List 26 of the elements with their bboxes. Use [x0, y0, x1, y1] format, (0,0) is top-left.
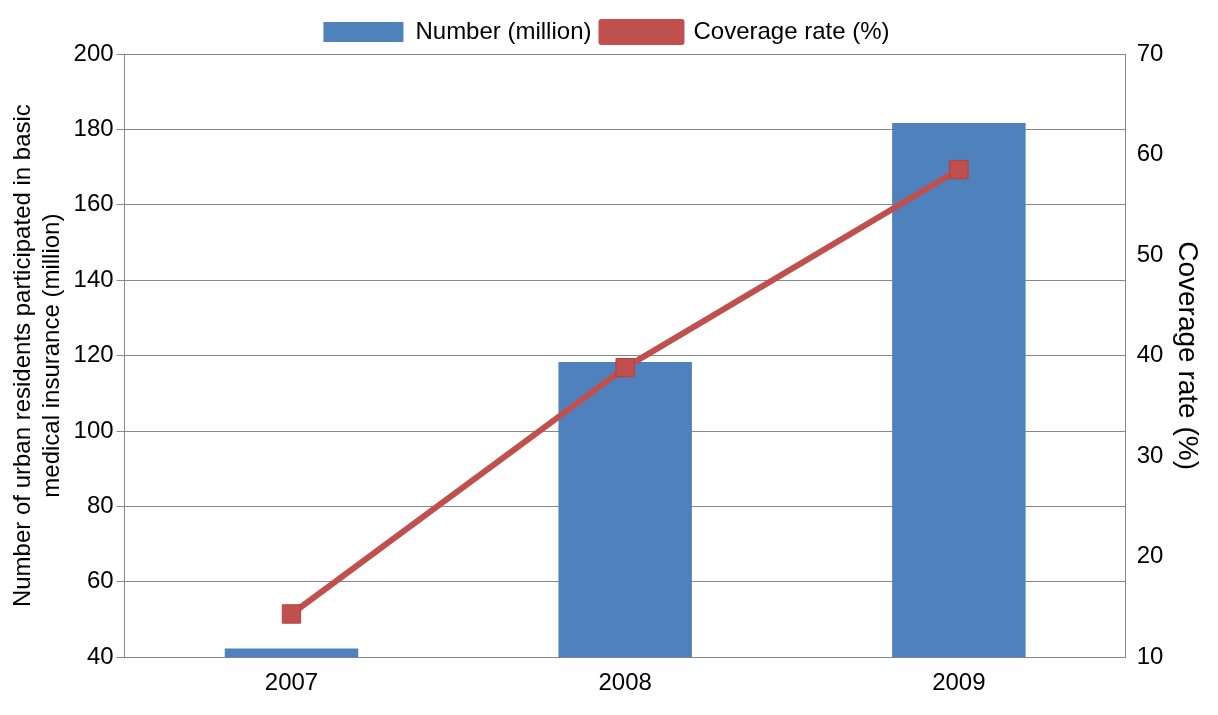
- y-tick-label: 180: [73, 114, 114, 142]
- y-tick-label: 200: [73, 38, 114, 66]
- x-tick-label: 2008: [598, 668, 652, 696]
- legend-label: Coverage rate (%): [693, 16, 890, 44]
- y2-tick-label: 70: [1136, 38, 1164, 66]
- y-tick-label: 60: [86, 566, 114, 594]
- y2-tick-label: 50: [1136, 239, 1164, 267]
- point: [949, 159, 969, 180]
- point: [281, 604, 302, 624]
- y-tick-label: 120: [73, 340, 114, 368]
- y-axis-title: Number of urban residents participated in basic medical insurance (million): [8, 104, 64, 608]
- y-tick-label: 160: [73, 189, 114, 217]
- point: [615, 357, 635, 378]
- y2-tick-label: 20: [1136, 541, 1164, 569]
- x-tick-label: 2007: [264, 668, 319, 696]
- legend-label: Number (million): [415, 16, 592, 44]
- y2-tick-label: 60: [1136, 139, 1164, 167]
- y2-tick-label: 10: [1136, 641, 1164, 669]
- y2-tick-label: 40: [1136, 340, 1164, 368]
- y-tick-label: 40: [86, 641, 114, 669]
- x-tick-label: 2009: [932, 668, 986, 696]
- y-tick-label: 100: [73, 415, 114, 443]
- y-tick-label: 140: [73, 264, 114, 292]
- y2-axis-title: Coverage rate (%): [1173, 241, 1205, 470]
- y-tick-label: 80: [86, 491, 114, 519]
- y2-tick-label: 30: [1136, 440, 1164, 468]
